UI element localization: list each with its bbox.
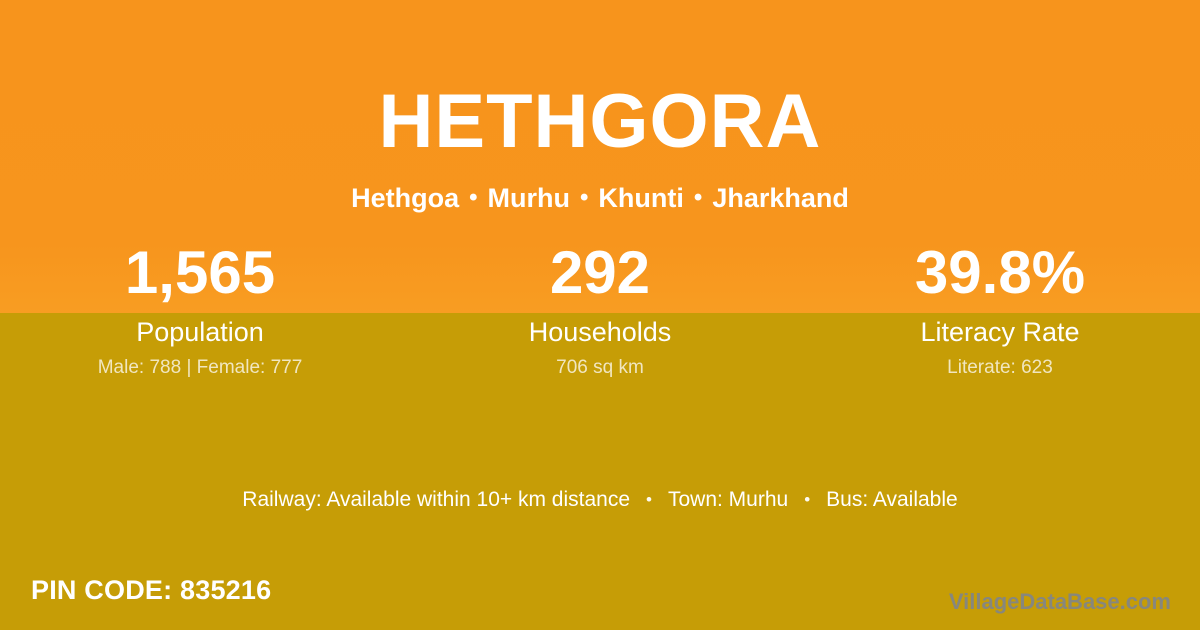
literacy-label: Literacy Rate <box>920 317 1080 347</box>
village-title: HETHGORA <box>378 79 822 164</box>
population-sublabel: Male: 788 | Female: 777 <box>97 357 303 379</box>
households-value: 292 <box>549 239 651 306</box>
households-sublabel: 706 sq km <box>556 357 644 379</box>
breadcrumb-district: Khunti <box>598 183 684 213</box>
stat-population: 1,565 Population Male: 788 | Female: 777 <box>0 243 400 380</box>
breadcrumb-village: Hethgoa <box>351 183 460 213</box>
watermark-brand: VillageDataBase.com <box>948 589 1171 614</box>
railway-info: Railway: Available within 10+ km distanc… <box>242 488 631 511</box>
bullet-separator: • <box>693 184 703 211</box>
breadcrumb-state: Jharkhand <box>712 183 849 213</box>
pin-code-value: 835216 <box>180 575 272 605</box>
transport-info-line: Railway: Available within 10+ km distanc… <box>0 486 1200 513</box>
literacy-sublabel: Literate: 623 <box>947 357 1053 379</box>
bullet-separator: • <box>580 184 589 211</box>
stats-row: 1,565 Population Male: 788 | Female: 777… <box>0 243 1200 380</box>
pin-code: PIN CODE: 835216 <box>31 575 272 606</box>
population-value: 1,565 <box>124 239 276 306</box>
stat-literacy: 39.8% Literacy Rate Literate: 623 <box>800 243 1200 380</box>
bullet-separator: • <box>804 490 811 509</box>
breadcrumb-block: Murhu <box>487 183 571 213</box>
pin-code-label: PIN CODE: <box>31 575 173 605</box>
bus-info: Bus: Available <box>826 488 958 511</box>
literacy-value: 39.8% <box>914 239 1086 306</box>
bullet-separator: • <box>469 184 478 211</box>
population-label: Population <box>136 317 264 347</box>
bullet-separator: • <box>646 490 652 509</box>
location-breadcrumb: Hethgoa • Murhu • Khunti • Jharkhand <box>0 182 1200 214</box>
header-background <box>0 0 1200 313</box>
households-label: Households <box>528 317 672 347</box>
town-info: Town: Murhu <box>667 488 789 511</box>
stat-households: 292 Households 706 sq km <box>400 243 800 380</box>
